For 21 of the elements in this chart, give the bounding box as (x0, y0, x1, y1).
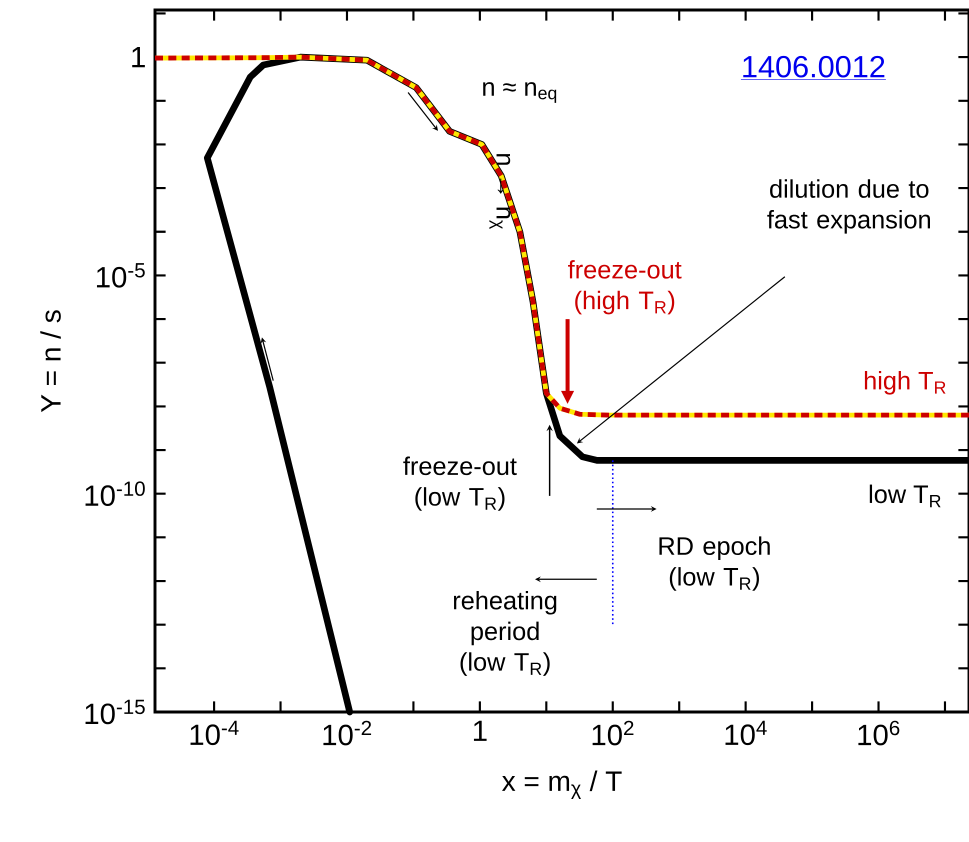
annotation: n ≈ n$_{eq}$ (483, 82, 556, 103)
annotation: RD epoch (low T$_{R}$) (659, 536, 770, 591)
annotation: high T$_{R}$ (864, 371, 946, 395)
y-tick-label: 10$^{-5}$ (96, 263, 145, 288)
x-tick-label: 1 (474, 720, 487, 741)
y-tick-label: 1 (132, 47, 145, 68)
annotation: reheating period (low T$_{R}$) (454, 590, 556, 676)
y-axis-title: Y = n / s (40, 310, 61, 412)
annotation: low T$_{R}$ (870, 484, 941, 508)
annotation: dilution due to fast expansion (767, 179, 930, 234)
annotation: freeze-out (low T$_{R}$) (403, 456, 517, 511)
x-tick-label: 10$^{2}$ (592, 720, 634, 746)
annotation: freeze-out (high T$_{R}$) (568, 260, 682, 314)
x-tick-label: 10$^{6}$ (858, 720, 900, 746)
annotation: 1406.0012 (743, 56, 884, 78)
x-axis-title: x = m$_{χ}$ / T (502, 770, 622, 800)
x-tick-label: 10$^{4}$ (726, 720, 767, 746)
x-tick-label: 10$^{-4}$ (190, 720, 239, 746)
y-tick-label: 10$^{-10}$ (86, 481, 145, 506)
y-tick-label: 10$^{-15}$ (86, 700, 145, 724)
x-tick-label: 10$^{-2}$ (323, 720, 372, 746)
